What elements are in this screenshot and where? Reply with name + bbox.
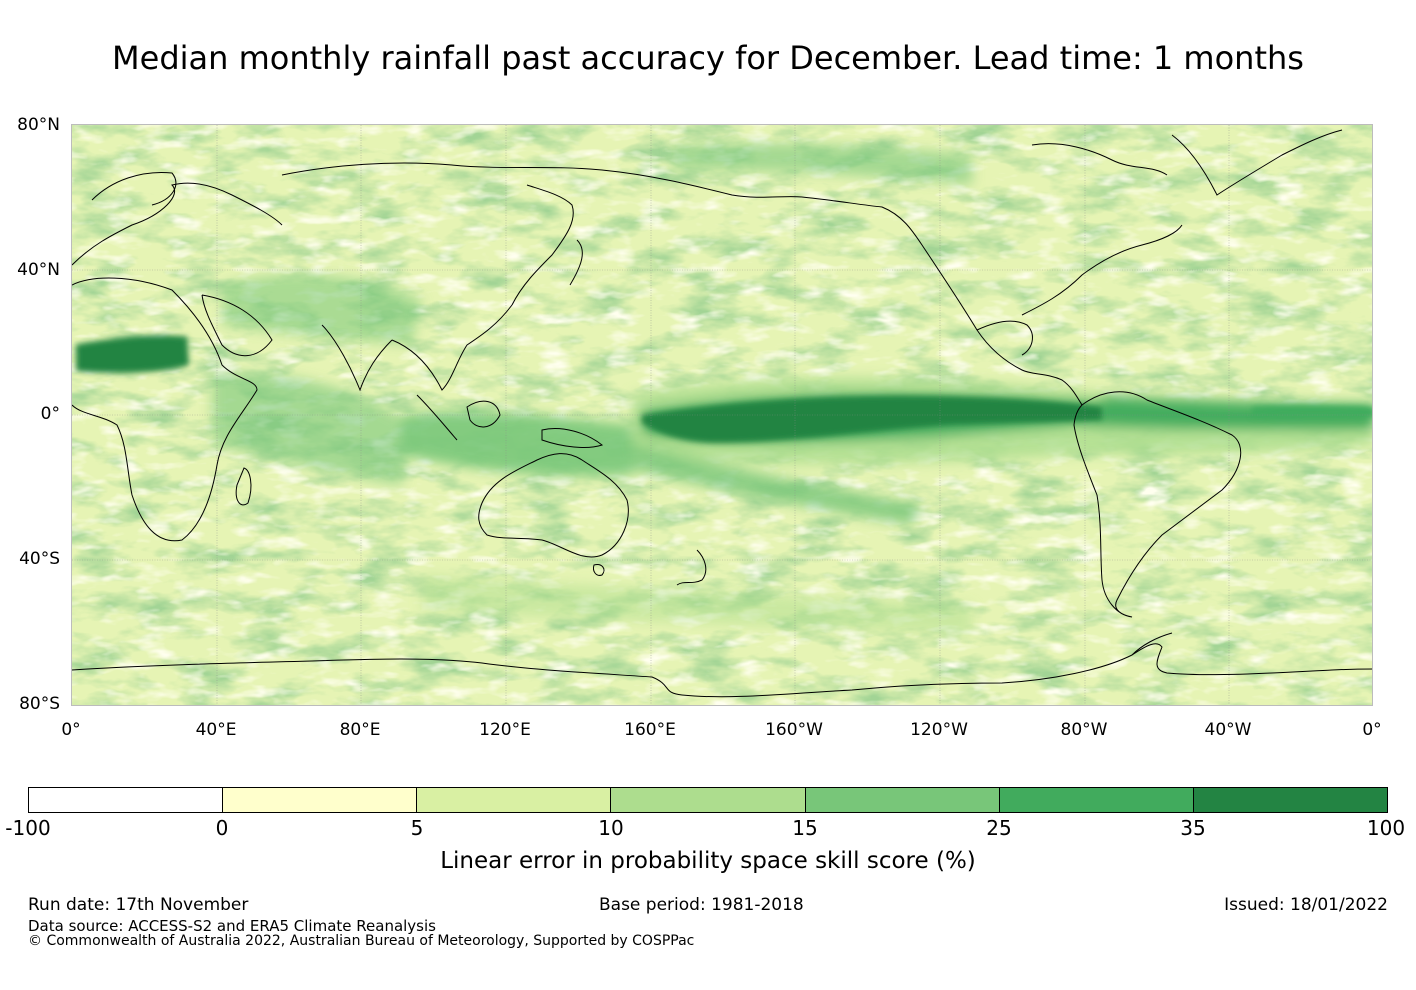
lon-label-40w: 40°W: [1204, 720, 1252, 740]
borneo-coastline: [466, 400, 501, 428]
lon-label-160w: 160°W: [765, 720, 823, 740]
gulf-coastline: [976, 320, 1033, 356]
africa-coastline: [72, 277, 258, 542]
base-period: Base period: 1981-2018: [599, 895, 804, 915]
colorbar-segment-4: [611, 788, 806, 812]
antarctica-coastline: [72, 643, 1372, 698]
run-date: Run date: 17th November: [28, 895, 249, 915]
antarctic-peninsula-coastline: [1131, 632, 1173, 656]
colorbar-segment-2: [223, 788, 418, 812]
new-guinea-coastline: [541, 427, 604, 448]
colorbar: [28, 787, 1388, 813]
sumatra-coastline: [416, 394, 458, 441]
colorbar-tick-10: 10: [598, 816, 624, 840]
colorbar-title: Linear error in probability space skill …: [440, 848, 976, 874]
south-america-coastline: [1073, 391, 1242, 618]
lon-label-120e: 120°E: [479, 720, 531, 740]
new-zealand-coastline: [676, 549, 707, 586]
colorbar-tick-15: 15: [792, 816, 818, 840]
colorbar-segment-3: [417, 788, 612, 812]
maritime-continent: [402, 410, 632, 477]
gridlines: [72, 125, 1372, 705]
lon-label-40e: 40°E: [195, 720, 237, 740]
north-america-east-coastline: [1021, 224, 1183, 316]
coastlines: [72, 129, 1372, 698]
lon-label-160e: 160°E: [624, 720, 676, 740]
lat-label-40n: 40°N: [17, 260, 60, 280]
copyright: © Commonwealth of Australia 2022, Austra…: [28, 933, 695, 949]
colorbar-segment-5: [805, 788, 1000, 812]
lon-label-0-left: 0°: [61, 720, 81, 740]
middle-east-region: [222, 274, 422, 345]
scandinavia-coastline: [91, 171, 177, 206]
lon-label-80w: 80°W: [1060, 720, 1108, 740]
map-svg: [72, 125, 1372, 705]
north-america-coastline: [801, 196, 1083, 406]
lon-label-80e: 80°E: [339, 720, 381, 740]
colorbar-segment-6: [999, 788, 1194, 812]
indian-ocean-region: [212, 373, 412, 485]
colorbar-tick-35: 35: [1180, 816, 1206, 840]
lat-label-equator: 0°: [40, 404, 60, 424]
colorbar-tick-25: 25: [986, 816, 1012, 840]
skill-score-map: [71, 124, 1373, 706]
india-coastline: [321, 324, 393, 392]
lat-label-80n: 80°N: [17, 115, 60, 135]
greenland-coastline: [1171, 129, 1343, 196]
colorbar-tick-0: 0: [215, 816, 229, 840]
east-asia-coastline: [511, 184, 574, 306]
southeast-asia-coastline: [391, 304, 513, 391]
issued-date: Issued: 18/01/2022: [1224, 895, 1388, 915]
colorbar-tick-minus100: -100: [5, 816, 51, 840]
colorbar-segment-7: [1193, 788, 1387, 812]
atlantic-core: [1252, 405, 1372, 418]
chart-title: Median monthly rainfall past accuracy fo…: [112, 39, 1304, 77]
spcz-band: [632, 445, 922, 525]
lat-label-40s: 40°S: [19, 549, 60, 569]
europe-coastline: [72, 182, 283, 266]
southern-ocean-patch: [422, 575, 972, 635]
pacific-core: [642, 395, 1102, 443]
madagascar-coastline: [235, 467, 252, 506]
data-source: Data source: ACCESS-S2 and ERA5 Climate …: [28, 917, 436, 935]
lat-label-80s: 80°S: [19, 694, 60, 714]
lon-label-120w: 120°W: [910, 720, 968, 740]
tasmania-coastline: [593, 564, 605, 576]
arabia-coastline: [201, 294, 273, 357]
arctic-islands-coastline: [1031, 143, 1168, 176]
colorbar-tick-5: 5: [410, 816, 424, 840]
lon-label-0-right: 0°: [1362, 720, 1382, 740]
colorbar-segment-1: [29, 788, 224, 812]
arctic-patch: [672, 143, 972, 185]
colorbar-tick-100: 100: [1366, 816, 1406, 840]
australia-coastline: [478, 453, 629, 558]
siberia-coastline: [281, 162, 803, 198]
japan-coastline: [569, 239, 583, 286]
sahara-block: [76, 335, 189, 373]
